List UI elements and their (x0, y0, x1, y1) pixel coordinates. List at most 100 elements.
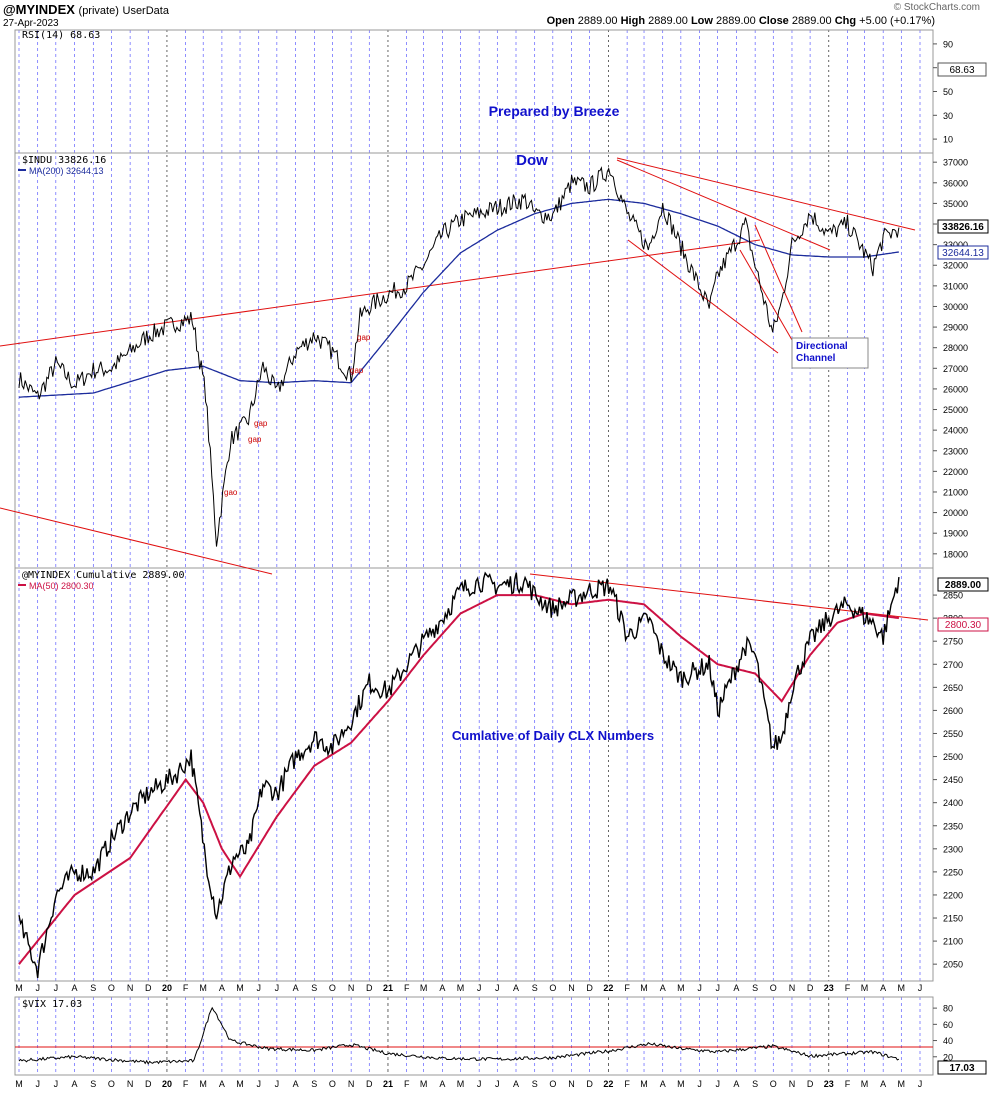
dow-price-line (18, 166, 900, 547)
x-tick-label: 21 (383, 1079, 393, 1089)
source-label: UserData (122, 5, 169, 17)
x-tick-label: J (35, 983, 40, 993)
x-axis-top: M J J A S O N D 20 F M A M J J A S O N D 21 F M A M J J A S O N D 22 F M A M… (15, 983, 922, 993)
x-tick-label: F (404, 1079, 410, 1089)
cumulative-value-label: 2889.00 (945, 580, 982, 591)
x-tick-label: J (275, 1079, 280, 1089)
x-tick-label: J (477, 1079, 482, 1089)
cumulative-panel: 2850280027502700265026002550250024502400… (18, 570, 989, 979)
x-tick-label: N (789, 1079, 796, 1089)
ma50-legend: MA(50) 2800.30 (29, 581, 94, 591)
y-tick-label: 2400 (943, 798, 963, 808)
y-tick-label: 2350 (943, 821, 963, 831)
x-tick-label: A (880, 983, 886, 993)
rsi-panel: RSI(14) 68.63 Prepared by Breeze 9070503… (22, 30, 987, 145)
x-tick-label: 22 (603, 983, 613, 993)
x-tick-label: 20 (162, 1079, 172, 1089)
x-tick-label: N (568, 983, 575, 993)
x-tick-label: J (697, 983, 702, 993)
y-tick-label: 2650 (943, 683, 963, 693)
y-tick-label: 2300 (943, 844, 963, 854)
x-tick-label: M (15, 1079, 23, 1089)
vix-panel-frame (14, 996, 934, 1076)
x-tick-label: F (845, 1079, 851, 1089)
x-tick-label: M (457, 1079, 465, 1089)
ma200-line (18, 198, 899, 398)
gap-label-3: gap (254, 419, 268, 428)
vertical-gridlines (18, 30, 921, 1075)
x-tick-label: N (127, 1079, 134, 1089)
x-tick-label: O (108, 1079, 115, 1089)
x-tick-label: M (640, 983, 648, 993)
y-tick-label: 31000 (943, 281, 968, 291)
ma50-value-box (937, 617, 989, 632)
x-tick-label: M (861, 983, 869, 993)
prepared-by-label: Prepared by Breeze (489, 103, 620, 119)
x-tick-label: 22 (603, 1079, 613, 1089)
close-label: Close (758, 15, 789, 27)
x-tick-label: O (770, 983, 777, 993)
x-tick-label: M (420, 983, 428, 993)
vix-y-axis: 80 60 40 20 (933, 1004, 953, 1062)
x-tick-label: J (256, 983, 261, 993)
privacy-label: (private) (78, 5, 119, 17)
gap-label-2: gap (350, 366, 364, 375)
y-tick-label: 2250 (943, 867, 963, 877)
y-tick-label: 32000 (943, 261, 968, 271)
x-tick-label: D (807, 983, 814, 993)
open-label: Open (546, 15, 575, 27)
x-tick-label: J (54, 1079, 59, 1089)
x-tick-label: O (549, 983, 556, 993)
y-tick-label: 19000 (943, 529, 968, 539)
x-tick-label: D (145, 983, 152, 993)
price-panel: 3700036000350003400033000320003100030000… (0, 152, 989, 575)
rsi-value-box (937, 62, 987, 77)
y-tick-label: 2450 (943, 775, 963, 785)
x-tick-label: M (677, 983, 685, 993)
x-tick-label: J (918, 1079, 923, 1089)
high-label: High (620, 15, 646, 27)
y-tick-label: 37000 (943, 158, 968, 168)
ma50-value-label: 2800.30 (945, 620, 982, 631)
x-tick-label: D (586, 983, 593, 993)
x-tick-label: O (108, 983, 115, 993)
symbol: @MYINDEX (3, 2, 75, 17)
x-tick-label: J (715, 983, 720, 993)
x-tick-label: M (199, 1079, 207, 1089)
y-tick-label: 2200 (943, 890, 963, 900)
ma200-value-box (937, 245, 989, 260)
x-tick-label: A (219, 983, 225, 993)
y-tick-label: 2100 (943, 937, 963, 947)
gap-label-5: gao (224, 488, 238, 497)
x-tick-label: F (404, 983, 410, 993)
x-tick-label: N (348, 983, 355, 993)
x-tick-label: F (183, 1079, 189, 1089)
trendline-upper-support (0, 279, 471, 347)
x-tick-label: M (898, 1079, 906, 1089)
x-tick-label: J (275, 983, 280, 993)
open-value: 2889.00 (577, 15, 618, 27)
y-tick-label: 29000 (943, 323, 968, 333)
x-tick-label: D (366, 983, 373, 993)
x-tick-label: J (256, 1079, 261, 1089)
gap-label-1: gap (357, 333, 371, 342)
y-tick-label: 25000 (943, 405, 968, 415)
dow-title: Dow (516, 152, 548, 169)
chg-value: +5.00 (+0.17%) (859, 15, 935, 27)
x-tick-label: D (366, 1079, 373, 1089)
x-tick-label: N (127, 983, 134, 993)
ma50-line (18, 594, 900, 965)
x-tick-label: A (513, 1079, 519, 1089)
x-tick-label: M (861, 1079, 869, 1089)
y-tick-label: 22000 (943, 467, 968, 477)
y-tick-label: 60 (943, 1020, 953, 1030)
x-tick-label: S (752, 983, 758, 993)
x-tick-label: S (90, 1079, 96, 1089)
trendline-upper-support-ext (469, 239, 761, 281)
x-tick-label: J (918, 983, 923, 993)
y-tick-label: 24000 (943, 426, 968, 436)
ma200-value-label: 32644.13 (942, 248, 984, 259)
x-tick-label: M (457, 983, 465, 993)
y-tick-label: 30 (943, 111, 953, 121)
directional-channel-label: Directional Channel (796, 341, 848, 364)
